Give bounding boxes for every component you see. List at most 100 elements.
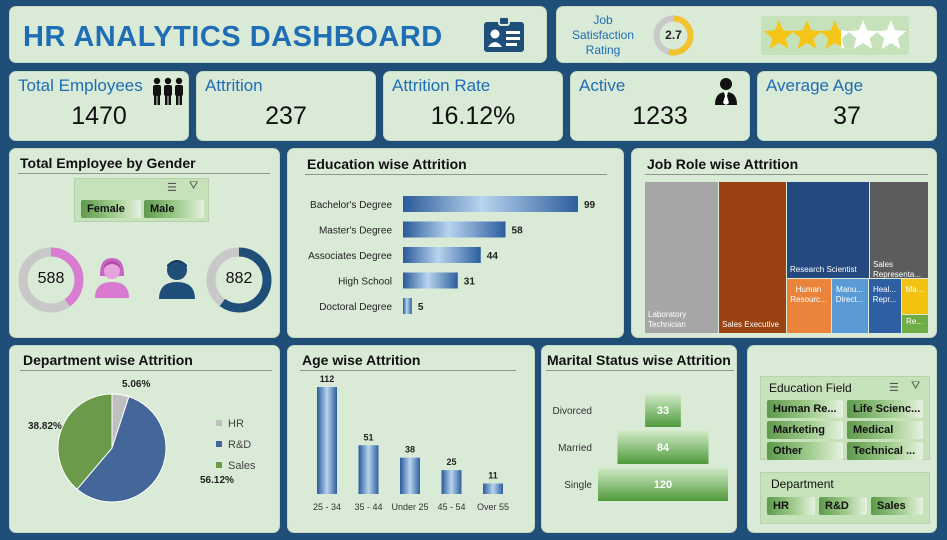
title-underline xyxy=(305,174,607,175)
data-label: 56.12% xyxy=(200,475,234,486)
category-label: 35 - 44 xyxy=(354,502,382,512)
slicer-option[interactable]: Technical ... xyxy=(847,442,923,460)
kpi-label: Active xyxy=(579,76,626,95)
star-icon xyxy=(819,20,851,49)
page-title: HR ANALYTICS DASHBOARD xyxy=(23,21,443,53)
treemap-label: Heal... Repr... xyxy=(872,285,897,304)
category-label: Bachelor's Degree xyxy=(310,200,392,211)
multi-select-icon[interactable]: ☰ xyxy=(889,382,899,394)
slicer-option[interactable]: Life Scienc... xyxy=(847,400,923,418)
kpi-card-total-employees: Total Employees 1470 xyxy=(9,71,189,141)
data-label: 44 xyxy=(487,251,499,262)
bar[interactable] xyxy=(403,272,458,289)
kpi-card-attrition-rate: Attrition Rate 16.12% xyxy=(383,71,563,141)
female-count: 588 xyxy=(37,270,65,287)
slicer-option[interactable]: HR xyxy=(767,497,815,515)
bar[interactable] xyxy=(403,247,481,263)
treemap-cell[interactable]: Re... xyxy=(902,315,928,333)
bar[interactable] xyxy=(317,387,337,494)
data-label: 5.06% xyxy=(122,379,150,390)
gauge-fill xyxy=(653,15,694,56)
panel-title: Marital Status wise Attrition xyxy=(547,352,731,368)
category-label: Over 55 xyxy=(477,502,509,512)
kpi-value: 1233 xyxy=(632,102,688,130)
multi-select-icon[interactable]: ☰ xyxy=(167,182,177,194)
pie-slice[interactable] xyxy=(57,393,113,490)
title-underline xyxy=(300,370,516,371)
department-panel: Department wise Attrition 5.06% 56.12% 38.… xyxy=(9,345,280,533)
title-underline xyxy=(546,370,734,371)
kpi-label: Attrition Rate xyxy=(392,76,491,95)
treemap-cell[interactable]: Heal... Repr... xyxy=(869,279,901,333)
gender-panel: Total Employee by Gender ☰ ⛛ Female Male… xyxy=(9,148,280,338)
bar[interactable] xyxy=(400,457,420,494)
funnel-bar[interactable] xyxy=(645,393,681,427)
slicer-option[interactable]: Human Re... xyxy=(767,400,843,418)
slicer-option[interactable]: Other xyxy=(767,442,843,460)
treemap-cell[interactable]: Ma... xyxy=(902,279,928,314)
clear-filter-icon[interactable]: ⛛ xyxy=(189,180,199,192)
female-person-icon xyxy=(92,256,132,303)
treemap-label: Ma... xyxy=(905,285,924,294)
bar[interactable] xyxy=(441,470,462,494)
slicer-option[interactable]: Medical xyxy=(847,421,923,439)
treemap-cell[interactable]: Laboratory Technician xyxy=(645,182,718,333)
age-chart: 112 25 - 34 51 35 - 44 38 Under 25 25 45 - 54 11… xyxy=(313,374,509,512)
male-donut: 882 xyxy=(205,246,273,314)
legend-label: R&D xyxy=(228,439,251,451)
funnel-bar[interactable] xyxy=(598,467,728,501)
treemap-cell[interactable]: Sales Executive xyxy=(719,182,786,333)
department-slicer: Department HR R&D Sales xyxy=(760,472,930,524)
clear-filter-icon[interactable]: ⛛ xyxy=(911,380,921,392)
slicer-option-male[interactable]: Male xyxy=(144,200,204,218)
businessman-icon xyxy=(714,77,738,110)
bar[interactable] xyxy=(403,221,506,238)
pie-slice[interactable] xyxy=(76,396,167,503)
data-label: 31 xyxy=(464,277,476,288)
category-label: Single xyxy=(564,480,592,491)
treemap-cell[interactable]: Research Scientist xyxy=(787,182,869,278)
data-label: 99 xyxy=(584,200,596,211)
legend-swatch xyxy=(216,462,222,468)
data-label: 5 xyxy=(418,302,424,313)
slicer-option[interactable]: Sales xyxy=(871,497,923,515)
bar[interactable] xyxy=(483,483,503,494)
treemap-label: Re... xyxy=(906,317,923,326)
legend-label: HR xyxy=(228,418,244,430)
jobrole-panel: Job Role wise Attrition Laboratory Techn… xyxy=(631,148,937,338)
male-count: 882 xyxy=(225,270,253,287)
satisfaction-gauge: 2.7 xyxy=(652,14,695,57)
education-field-slicer: Education Field ☰ ⛛ Human Re... Life Sci… xyxy=(760,376,930,460)
slicer-option[interactable]: R&D xyxy=(819,497,867,515)
treemap-label: Human Resourc... xyxy=(790,285,827,304)
treemap-cell[interactable]: Sales Representa... xyxy=(870,182,928,278)
kpi-label: Average Age xyxy=(766,76,864,95)
data-label: 38.82% xyxy=(28,421,62,432)
data-label: 84 xyxy=(657,442,670,454)
data-label: 25 xyxy=(446,457,456,467)
treemap-cell[interactable]: Manu... Direct... xyxy=(832,279,868,333)
category-label: High School xyxy=(338,277,392,288)
legend-swatch xyxy=(216,420,222,426)
donut-segment xyxy=(18,247,84,313)
treemap-label: Laboratory Technician xyxy=(648,310,687,329)
bar[interactable] xyxy=(403,196,578,212)
data-label: 11 xyxy=(488,470,498,480)
department-pie-chart: 5.06% 56.12% 38.82% HR R&D Sales xyxy=(28,379,256,503)
satisfaction-panel: Job Satisfaction Rating 2.7 xyxy=(556,6,937,63)
treemap-cell[interactable]: Human Resourc... xyxy=(787,279,831,333)
kpi-card-attrition: Attrition 237 xyxy=(196,71,376,141)
category-label: Doctoral Degree xyxy=(319,302,392,313)
category-label: Under 25 xyxy=(391,502,428,512)
bar[interactable] xyxy=(358,445,379,494)
category-label: Divorced xyxy=(553,406,592,417)
slicer-panel: Education Field ☰ ⛛ Human Re... Life Sci… xyxy=(747,345,937,533)
category-label: Master's Degree xyxy=(319,226,392,237)
bar[interactable] xyxy=(403,298,412,314)
funnel-bar[interactable] xyxy=(617,430,709,464)
star-icon xyxy=(791,20,823,49)
slicer-option[interactable]: Marketing xyxy=(767,421,843,439)
slicer-option-female[interactable]: Female xyxy=(81,200,141,218)
category-label: 45 - 54 xyxy=(437,502,465,512)
title-underline xyxy=(645,174,928,175)
